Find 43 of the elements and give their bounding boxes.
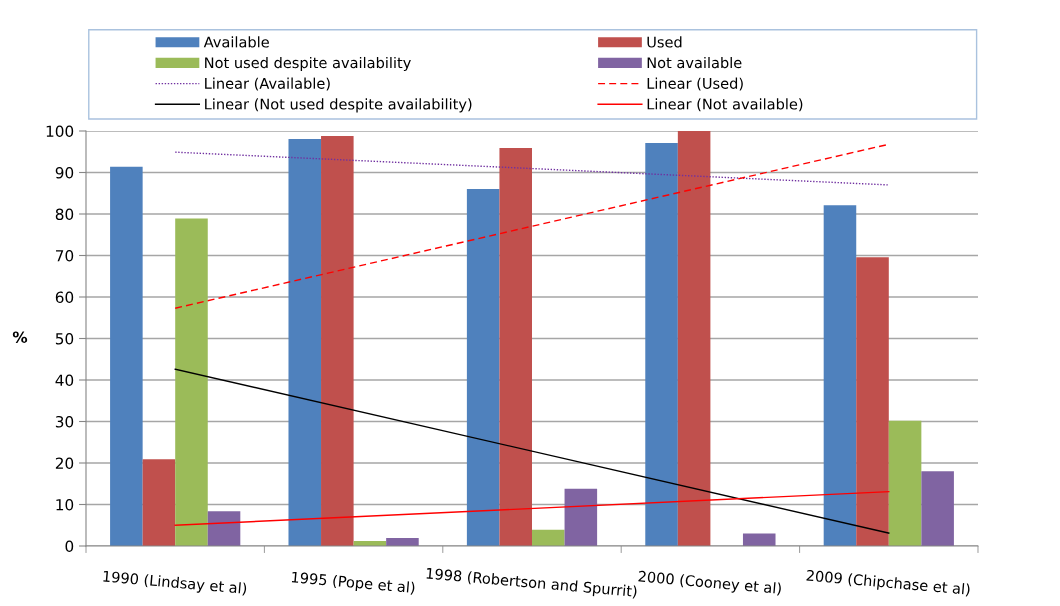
bar (823, 205, 857, 546)
y-tick-label: 50 (55, 332, 74, 345)
legend-label: Used (647, 36, 682, 48)
y-tick-label: 30 (55, 415, 74, 428)
legend-label: Linear (Used) (647, 77, 743, 91)
bar (742, 533, 776, 546)
bar (142, 459, 176, 546)
x-tick-label: 1995 (Pope et al) (291, 571, 415, 596)
y-tick-label: 100 (46, 125, 74, 138)
x-tick-label: 1998 (Robertson and Spurrit) (426, 567, 637, 600)
y-tick-label: 20 (55, 457, 74, 470)
bar (110, 166, 143, 546)
y-tick-label: 80 (55, 208, 74, 221)
bar (532, 529, 565, 546)
legend-label: Available (203, 36, 269, 48)
bar (677, 131, 711, 546)
bar (645, 143, 678, 546)
y-axis-title: % (12, 331, 28, 343)
bar (207, 511, 241, 546)
bar (321, 135, 354, 546)
legend-label: Linear (Not used despite availability) (205, 98, 472, 113)
legend-label: Linear (Not available) (647, 98, 803, 112)
bar (564, 488, 598, 546)
bar (288, 138, 322, 546)
bar (856, 257, 889, 546)
x-tick-label: 2009 (Chipchase et al) (806, 569, 971, 598)
y-tick-label: 10 (56, 498, 74, 511)
y-tick-label: 60 (55, 291, 74, 304)
y-tick-label: 70 (56, 249, 74, 262)
y-tick-label: 90 (55, 166, 74, 179)
legend-label: Not available (647, 56, 742, 69)
y-tick-label: 40 (55, 374, 74, 387)
bar (386, 538, 419, 546)
legend-label: Linear (Available) (205, 77, 330, 91)
bar (175, 218, 208, 546)
bar (499, 148, 532, 546)
x-tick-label: 1990 (Lindsay et al) (102, 570, 247, 597)
bar (466, 189, 500, 546)
y-tick-label: 0 (65, 540, 74, 553)
bar (888, 420, 922, 546)
bar (921, 471, 954, 546)
legend-label: Not used despite availability (205, 56, 411, 72)
x-tick-label: 2000 (Cooney et al) (638, 570, 782, 597)
